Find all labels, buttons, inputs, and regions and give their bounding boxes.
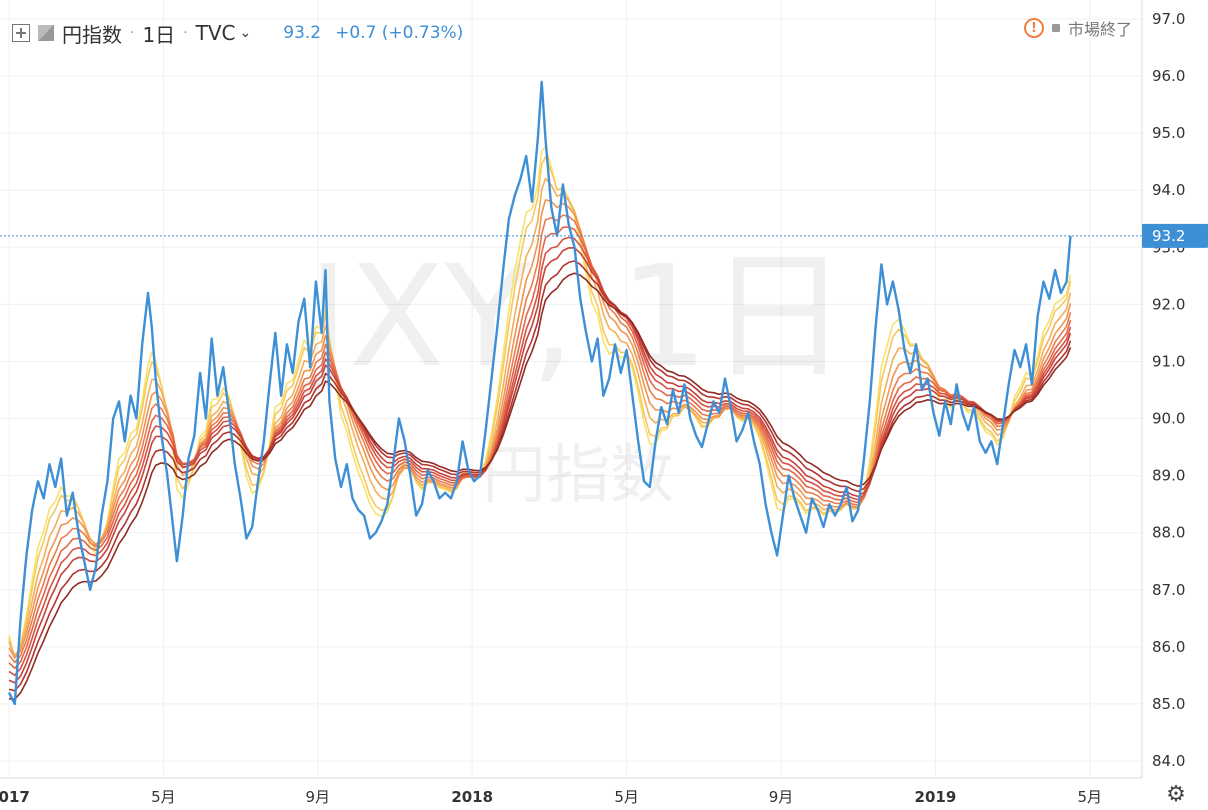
- separator-dot: ·: [183, 25, 188, 41]
- market-status-label: 市場終了: [1067, 20, 1132, 39]
- chevron-down-icon[interactable]: ⌄: [239, 25, 252, 41]
- ma-ribbon: [8, 146, 1072, 700]
- x-tick-label-0: 2017: [0, 788, 30, 806]
- y-tick-label-2: 86.0: [1152, 638, 1185, 656]
- symbol-name[interactable]: 円指数: [62, 22, 122, 47]
- price-axis[interactable]: 84.085.086.087.088.089.090.091.092.093.0…: [1152, 10, 1185, 770]
- ma-line-2: [8, 156, 1072, 659]
- y-tick-label-3: 87.0: [1152, 581, 1185, 599]
- ma-line-4: [8, 199, 1072, 659]
- expand-icon[interactable]: [12, 24, 30, 42]
- last-price-label: 93.2: [1142, 223, 1208, 248]
- y-tick-label-6: 90.0: [1152, 410, 1185, 428]
- price-series: [7, 80, 1072, 706]
- gear-icon[interactable]: ⚙: [1166, 781, 1186, 807]
- ma-line-9: [8, 260, 1072, 692]
- chart-legend-header: 円指数 · 1日 · TVC ⌄ 93.2 +0.7 (+0.73%): [12, 16, 463, 50]
- chart-watermark: JXY, 1日 円指数: [300, 236, 849, 513]
- time-axis[interactable]: 2017 5月 9月 2018 5月 9月 2019 5月: [0, 788, 1102, 806]
- interval-label[interactable]: 1日: [142, 22, 176, 47]
- y-tick-label-0: 84.0: [1152, 752, 1185, 770]
- y-tick-label-1: 85.0: [1152, 695, 1185, 713]
- y-tick-label-4: 88.0: [1152, 524, 1185, 542]
- y-tick-label-13: 97.0: [1152, 10, 1185, 28]
- ma-line-10: [8, 272, 1072, 700]
- separator-dot: ·: [130, 25, 135, 41]
- ma-line-7: [8, 236, 1072, 676]
- y-tick-label-11: 95.0: [1152, 124, 1185, 142]
- symbol-flag-icon: [38, 25, 54, 41]
- y-tick-label-10: 94.0: [1152, 181, 1185, 199]
- ma-line-1: [8, 146, 1072, 660]
- x-tick-label-5: 9月: [769, 788, 794, 806]
- status-dot-icon: [1051, 24, 1060, 32]
- y-tick-label-8: 92.0: [1152, 295, 1185, 313]
- y-tick-label-7: 91.0: [1152, 352, 1185, 370]
- watermark-symbol: JXY, 1日: [300, 236, 849, 399]
- y-tick-label-5: 89.0: [1152, 467, 1185, 485]
- watermark-name: 円指数: [482, 439, 674, 513]
- x-tick-label-2: 9月: [306, 788, 331, 806]
- x-tick-label-6: 2019: [915, 788, 957, 806]
- x-tick-label-1: 5月: [151, 788, 176, 806]
- last-price-value: 93.2: [1152, 227, 1185, 245]
- price-change: +0.7 (+0.73%): [335, 23, 464, 43]
- x-tick-label-4: 5月: [614, 788, 639, 806]
- ma-line-8: [8, 247, 1072, 684]
- last-price: 93.2: [283, 23, 322, 43]
- x-tick-label-7: 5月: [1078, 788, 1103, 806]
- source-label[interactable]: TVC: [195, 21, 236, 45]
- y-tick-label-12: 96.0: [1152, 67, 1185, 85]
- ma-line-3: [8, 177, 1072, 657]
- market-status[interactable]: ! 市場終了: [1023, 16, 1132, 40]
- x-tick-label-3: 2018: [451, 788, 493, 806]
- warning-icon[interactable]: !: [1023, 18, 1044, 38]
- price-line: [7, 80, 1072, 706]
